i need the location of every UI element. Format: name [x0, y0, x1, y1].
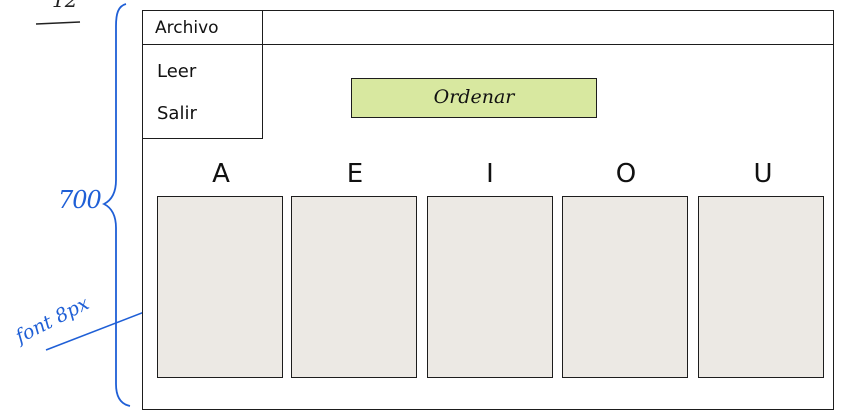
- font-size-annotation: font 8px: [12, 292, 93, 348]
- vowel-label-e: E: [346, 159, 364, 189]
- menu-archivo[interactable]: Archivo: [143, 11, 263, 45]
- app-window: Archivo Leer Salir Ordenar A E I O U: [142, 10, 834, 410]
- vowel-list-e[interactable]: [291, 196, 417, 378]
- archivo-dropdown: Leer Salir: [143, 45, 263, 139]
- vowel-label-i: I: [486, 159, 494, 189]
- vowel-label-u: U: [753, 159, 773, 189]
- height-brace: [101, 3, 131, 407]
- corner-underline: [35, 21, 81, 25]
- menubar-divider: [143, 44, 833, 45]
- height-annotation: 700: [58, 186, 102, 214]
- corner-mark-text: 12: [52, 0, 78, 12]
- vowel-list-a[interactable]: [157, 196, 283, 378]
- menu-item-salir[interactable]: Salir: [157, 103, 197, 124]
- vowel-label-a: A: [212, 159, 230, 189]
- vowel-label-o: O: [615, 159, 637, 189]
- menu-item-leer[interactable]: Leer: [157, 61, 197, 82]
- ordenar-button[interactable]: Ordenar: [351, 78, 597, 118]
- vowel-list-o[interactable]: [562, 196, 688, 378]
- vowel-list-u[interactable]: [698, 196, 824, 378]
- vowel-list-i[interactable]: [427, 196, 553, 378]
